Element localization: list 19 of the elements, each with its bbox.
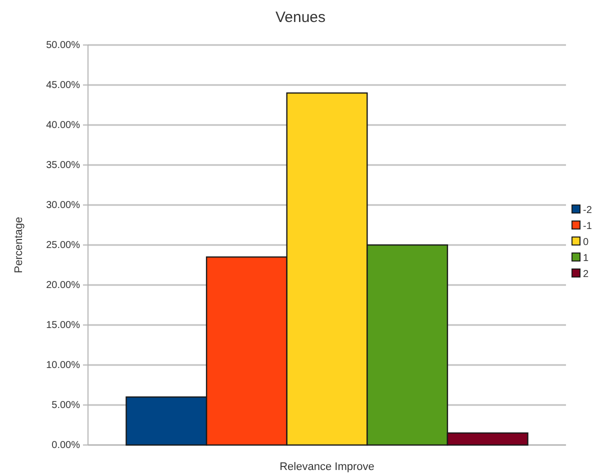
y-tick-label: 25.00% <box>46 240 80 252</box>
y-tick-label: 0.00% <box>52 440 80 452</box>
x-axis-title: Relevance Improve <box>280 461 374 473</box>
legend-label: -2 <box>583 205 592 216</box>
legend-label: 1 <box>583 253 589 264</box>
legend-label: 2 <box>583 269 589 280</box>
y-tick-label: 10.00% <box>46 360 80 372</box>
legend-label: 0 <box>583 237 589 248</box>
y-tick-label: 35.00% <box>46 160 80 172</box>
y-tick-label: 20.00% <box>46 280 80 292</box>
legend-label: -1 <box>583 221 592 232</box>
y-tick-label: 15.00% <box>46 320 80 332</box>
chart-title: Venues <box>275 9 326 26</box>
y-tick-label: 40.00% <box>46 120 80 132</box>
y-tick-label: 45.00% <box>46 80 80 92</box>
y-tick-label: 50.00% <box>46 40 80 52</box>
y-axis-title: Percentage <box>13 216 25 274</box>
y-tick-label: 5.00% <box>52 400 80 412</box>
y-tick-label: 30.00% <box>46 200 80 212</box>
